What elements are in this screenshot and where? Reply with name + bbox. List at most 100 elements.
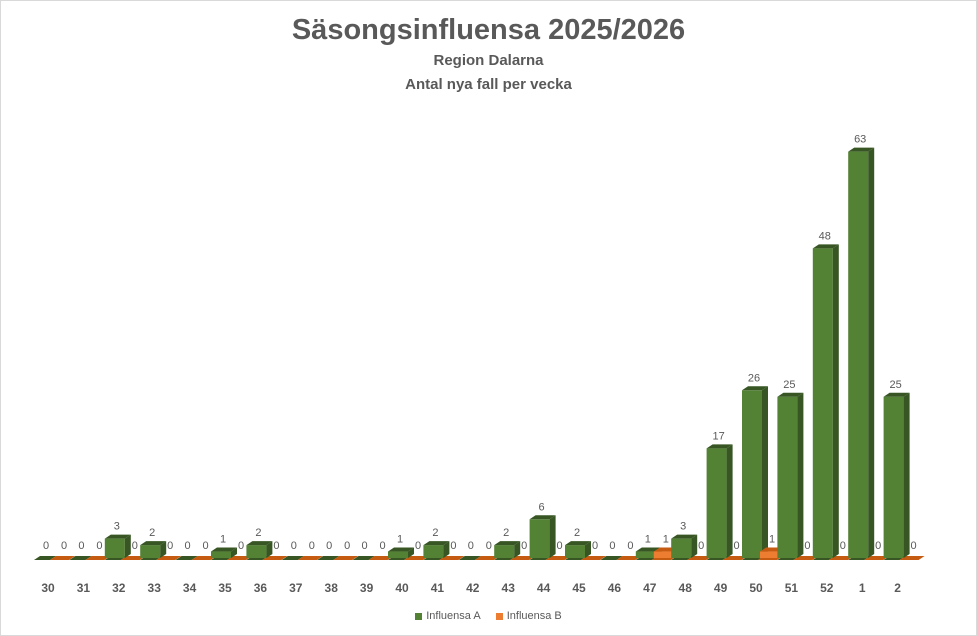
svg-text:3: 3: [114, 521, 120, 533]
x-tick-label: 39: [360, 581, 374, 595]
bar: 26: [742, 372, 768, 558]
svg-text:0: 0: [203, 540, 209, 552]
x-tick-label: 50: [749, 581, 763, 595]
bar: 0: [911, 540, 917, 552]
x-tick-label: 47: [643, 581, 657, 595]
svg-text:63: 63: [854, 134, 866, 146]
bar: 2: [423, 527, 450, 558]
svg-text:1: 1: [645, 534, 651, 546]
bar: 0: [326, 540, 332, 552]
bar: 0: [698, 540, 704, 552]
legend-item-a: Influensa A: [415, 610, 481, 622]
bar: 0: [521, 540, 527, 552]
svg-text:0: 0: [96, 540, 102, 552]
legend: Influensa A Influensa B: [0, 610, 977, 623]
bar: 0: [380, 540, 386, 552]
bar: 0: [804, 540, 810, 552]
bar: 0: [450, 540, 456, 552]
x-tick-label: 30: [41, 581, 55, 595]
bar: 17: [706, 430, 733, 558]
legend-item-b: Influensa B: [495, 610, 562, 622]
svg-text:0: 0: [61, 540, 67, 552]
svg-text:1: 1: [663, 534, 669, 546]
x-tick-label: 46: [608, 581, 622, 595]
svg-text:0: 0: [326, 540, 332, 552]
bar: 0: [309, 540, 315, 552]
svg-text:0: 0: [698, 540, 704, 552]
x-tick-label: 45: [572, 581, 586, 595]
x-tick-label: 38: [325, 581, 339, 595]
bar: 0: [486, 540, 492, 552]
svg-text:0: 0: [380, 540, 386, 552]
svg-text:25: 25: [783, 379, 795, 391]
svg-text:0: 0: [309, 540, 315, 552]
bar: 0: [557, 540, 563, 552]
legend-swatch-a: [415, 612, 423, 620]
bar: 1: [388, 534, 414, 558]
bar: 0: [468, 540, 474, 552]
bar: 0: [592, 540, 598, 552]
x-tick-label: 44: [537, 581, 551, 595]
svg-text:6: 6: [539, 501, 545, 513]
bar: 0: [61, 540, 67, 552]
x-tick-label: 40: [395, 581, 409, 595]
bar: 0: [96, 540, 102, 552]
bar: 0: [203, 540, 209, 552]
svg-text:0: 0: [362, 540, 368, 552]
svg-text:1: 1: [397, 534, 403, 546]
x-tick-label: 43: [502, 581, 516, 595]
svg-text:0: 0: [804, 540, 810, 552]
x-tick-label: 41: [431, 581, 445, 595]
bar: 3: [104, 521, 131, 558]
bar: 0: [875, 540, 881, 552]
svg-text:0: 0: [875, 540, 881, 552]
bar: 0: [273, 540, 279, 552]
bar: 0: [78, 540, 84, 552]
x-tick-label: 1: [859, 581, 866, 595]
svg-text:0: 0: [238, 540, 244, 552]
svg-text:2: 2: [574, 527, 580, 539]
bar: 2: [494, 527, 521, 558]
x-tick-label: 2: [894, 581, 901, 595]
svg-text:0: 0: [521, 540, 527, 552]
svg-text:0: 0: [557, 540, 563, 552]
svg-text:0: 0: [592, 540, 598, 552]
svg-text:2: 2: [149, 527, 155, 539]
x-tick-label: 33: [148, 581, 162, 595]
bar: 25: [883, 379, 910, 558]
svg-text:0: 0: [486, 540, 492, 552]
bar: 2: [246, 527, 273, 558]
bar: 25: [777, 379, 804, 558]
svg-text:0: 0: [911, 540, 917, 552]
x-tick-label: 42: [466, 581, 480, 595]
x-tick-label: 32: [112, 581, 126, 595]
legend-label-b: Influensa B: [506, 610, 562, 622]
bar: 48: [812, 230, 839, 558]
x-tick-label: 31: [77, 581, 91, 595]
bar: 0: [43, 540, 49, 552]
svg-text:0: 0: [291, 540, 297, 552]
bar: 3: [671, 521, 698, 558]
bar: 0: [840, 540, 846, 552]
svg-text:1: 1: [769, 534, 775, 546]
svg-text:0: 0: [468, 540, 474, 552]
bar: 0: [132, 540, 138, 552]
svg-text:1: 1: [220, 534, 226, 546]
x-tick-label: 34: [183, 581, 197, 595]
bar: 0: [238, 540, 244, 552]
svg-text:0: 0: [43, 540, 49, 552]
svg-text:0: 0: [132, 540, 138, 552]
svg-text:17: 17: [712, 430, 724, 442]
svg-text:25: 25: [889, 379, 901, 391]
chart-subtitle-metric: Antal nya fall per vecka: [405, 76, 572, 93]
bar: 2: [140, 527, 167, 558]
svg-text:0: 0: [627, 540, 633, 552]
svg-text:0: 0: [415, 540, 421, 552]
svg-text:0: 0: [344, 540, 350, 552]
bar: 0: [291, 540, 297, 552]
svg-text:2: 2: [503, 527, 509, 539]
legend-swatch-b: [495, 612, 503, 620]
svg-text:0: 0: [167, 540, 173, 552]
bar: 0: [362, 540, 368, 552]
